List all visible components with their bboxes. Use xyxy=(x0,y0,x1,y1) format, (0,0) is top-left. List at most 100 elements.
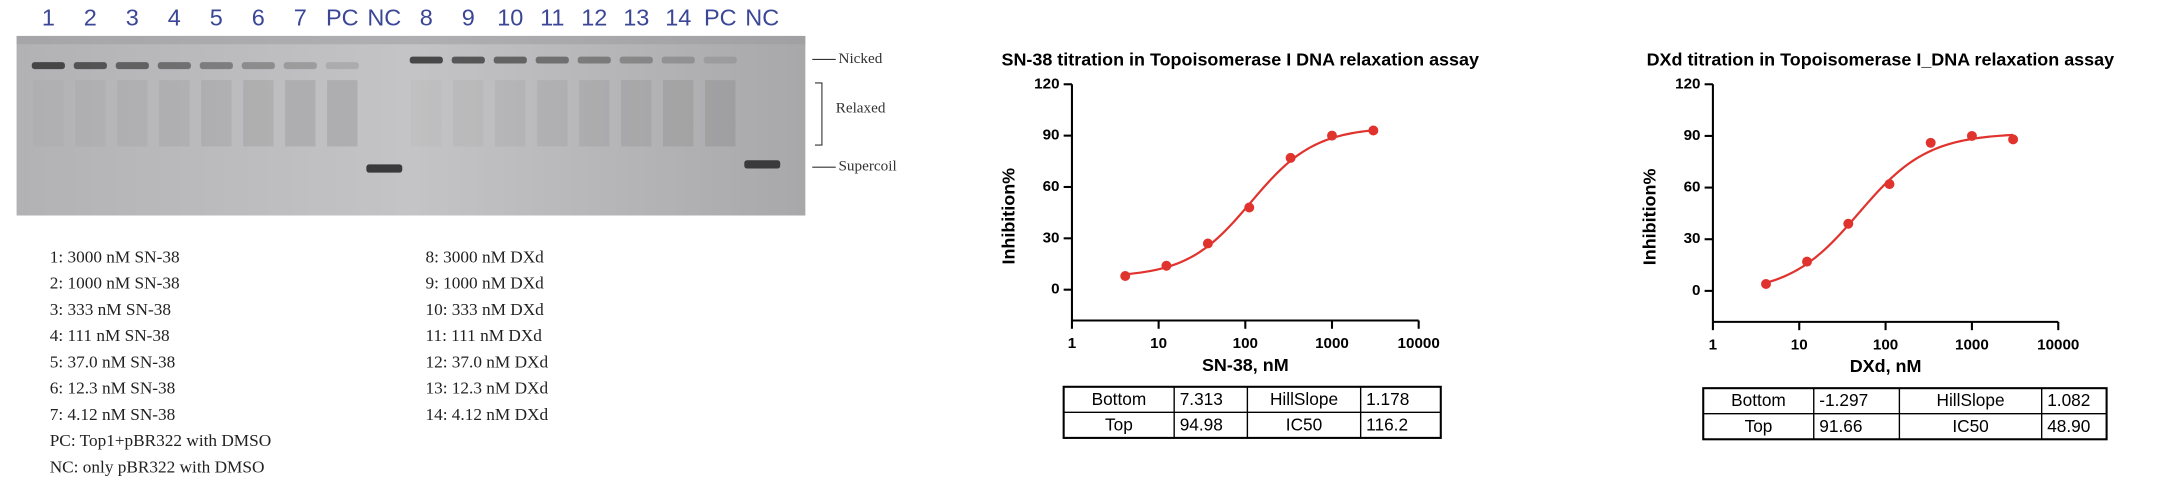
y-tick-label: 30 xyxy=(1043,229,1060,246)
table-label: HillSlope xyxy=(1270,389,1338,409)
data-point xyxy=(1368,125,1379,136)
data-point xyxy=(1802,256,1812,267)
lane-label: 12 xyxy=(581,5,607,31)
x-tick-label: 10 xyxy=(1791,336,1808,353)
y-tick-label: 90 xyxy=(1043,127,1060,144)
table-value: 48.90 xyxy=(2047,416,2090,436)
table-label: Top xyxy=(1745,416,1773,436)
table-label: HillSlope xyxy=(1936,390,2004,410)
relaxed-smear xyxy=(621,80,652,147)
y-axis-label: Inhibition% xyxy=(1639,169,1659,266)
relaxed-smear xyxy=(705,80,736,147)
lane-label: 2 xyxy=(84,5,97,31)
y-tick-label: 0 xyxy=(1692,282,1700,299)
relaxed-smear xyxy=(495,80,526,147)
data-point xyxy=(1761,279,1771,289)
y-tick-label: 0 xyxy=(1051,281,1059,298)
table-label: Top xyxy=(1105,414,1133,434)
relaxed-smear xyxy=(327,80,358,147)
supercoil-band xyxy=(366,164,403,173)
data-point xyxy=(1285,152,1296,163)
y-axis-label: Inhibition% xyxy=(999,168,1019,265)
chart-title: DXd titration in Topoisomerase I_DNA rel… xyxy=(1647,50,2115,70)
lane-label: 11 xyxy=(540,5,564,31)
legend-line: 9: 1000 nM DXd xyxy=(425,274,544,293)
x-tick-label: 10000 xyxy=(2037,336,2079,353)
y-tick-label: 120 xyxy=(1034,75,1059,92)
relaxed-bracket xyxy=(815,82,823,146)
relaxed-smear xyxy=(411,80,442,147)
lane-label: 8 xyxy=(420,5,433,31)
relaxed-smear xyxy=(117,80,148,147)
lane-label: 1 xyxy=(42,5,55,31)
nicked-band xyxy=(451,56,485,64)
y-tick-label: 30 xyxy=(1684,230,1701,247)
data-point xyxy=(2008,134,2019,145)
x-tick-label: 1000 xyxy=(1315,335,1349,352)
data-point xyxy=(1244,202,1255,213)
gel-well-row xyxy=(16,35,806,45)
relaxed-smear xyxy=(579,80,610,147)
legend-line: 6: 12.3 nM SN-38 xyxy=(50,379,176,398)
nicked-band xyxy=(241,62,275,70)
relaxed-smear xyxy=(537,80,568,147)
x-tick-label: 1000 xyxy=(1955,336,1989,353)
lane-label: 13 xyxy=(623,5,649,31)
nicked-band xyxy=(73,62,107,70)
legend-line: 7: 4.12 nM SN-38 xyxy=(50,405,176,424)
nicked-band xyxy=(535,56,569,64)
relaxed-smear xyxy=(663,80,694,147)
x-axis-label: DXd, nM xyxy=(1850,356,1922,376)
nicked-band xyxy=(31,62,65,70)
band-label: Relaxed xyxy=(836,100,886,117)
table-label: IC50 xyxy=(1952,416,1988,436)
data-point xyxy=(1202,238,1213,249)
table-value: 91.66 xyxy=(1819,416,1862,436)
nicked-band xyxy=(493,56,527,64)
lane-label: 6 xyxy=(252,5,265,31)
data-point xyxy=(1120,271,1131,281)
lane-label: NC xyxy=(367,5,401,31)
data-point xyxy=(1925,137,1936,148)
x-tick-label: 100 xyxy=(1873,336,1898,353)
x-tick-label: 10 xyxy=(1150,335,1167,352)
legend-line: 11: 111 nM DXd xyxy=(425,326,542,345)
x-axis-label: SN-38, nM xyxy=(1202,355,1289,375)
legend-line: 1: 3000 nM SN-38 xyxy=(50,247,180,266)
legend-line: 12: 37.0 nM DXd xyxy=(425,352,548,371)
y-tick-label: 60 xyxy=(1043,178,1060,195)
lane-label: PC xyxy=(326,5,359,31)
lane-label: PC xyxy=(704,5,737,31)
table-label: Bottom xyxy=(1731,390,1786,410)
lane-label: 5 xyxy=(210,5,223,31)
table-value: 94.98 xyxy=(1180,414,1223,434)
x-tick-label: 10000 xyxy=(1398,335,1440,352)
table-value: 1.082 xyxy=(2047,390,2090,410)
data-point xyxy=(1966,130,1977,141)
x-tick-label: 100 xyxy=(1233,335,1258,352)
nicked-band xyxy=(661,56,695,64)
legend-line: 3: 333 nM SN-38 xyxy=(50,300,171,319)
data-point xyxy=(1884,179,1895,190)
relaxed-smear xyxy=(453,80,484,147)
supercoil-band xyxy=(744,160,781,169)
lane-label: 3 xyxy=(126,5,139,31)
legend-line: 8: 3000 nM DXd xyxy=(425,247,544,266)
relaxed-smear xyxy=(201,80,232,147)
relaxed-smear xyxy=(285,80,316,147)
legend-line: 13: 12.3 nM DXd xyxy=(425,379,548,398)
relaxed-smear xyxy=(75,80,106,147)
legend-line: 2: 1000 nM SN-38 xyxy=(50,274,180,293)
lane-label: NC xyxy=(745,5,779,31)
y-tick-label: 120 xyxy=(1675,75,1700,92)
relaxed-smear xyxy=(33,80,64,147)
chart-title: SN-38 titration in Topoisomerase I DNA r… xyxy=(1001,50,1478,70)
lane-label: 9 xyxy=(462,5,475,31)
legend-line: 4: 111 nM SN-38 xyxy=(50,326,170,345)
legend-line: 10: 333 nM DXd xyxy=(425,300,544,319)
legend-line: 14: 4.12 nM DXd xyxy=(425,405,548,424)
data-point xyxy=(1161,260,1172,271)
nicked-band xyxy=(619,56,653,64)
y-tick-label: 90 xyxy=(1684,127,1701,144)
